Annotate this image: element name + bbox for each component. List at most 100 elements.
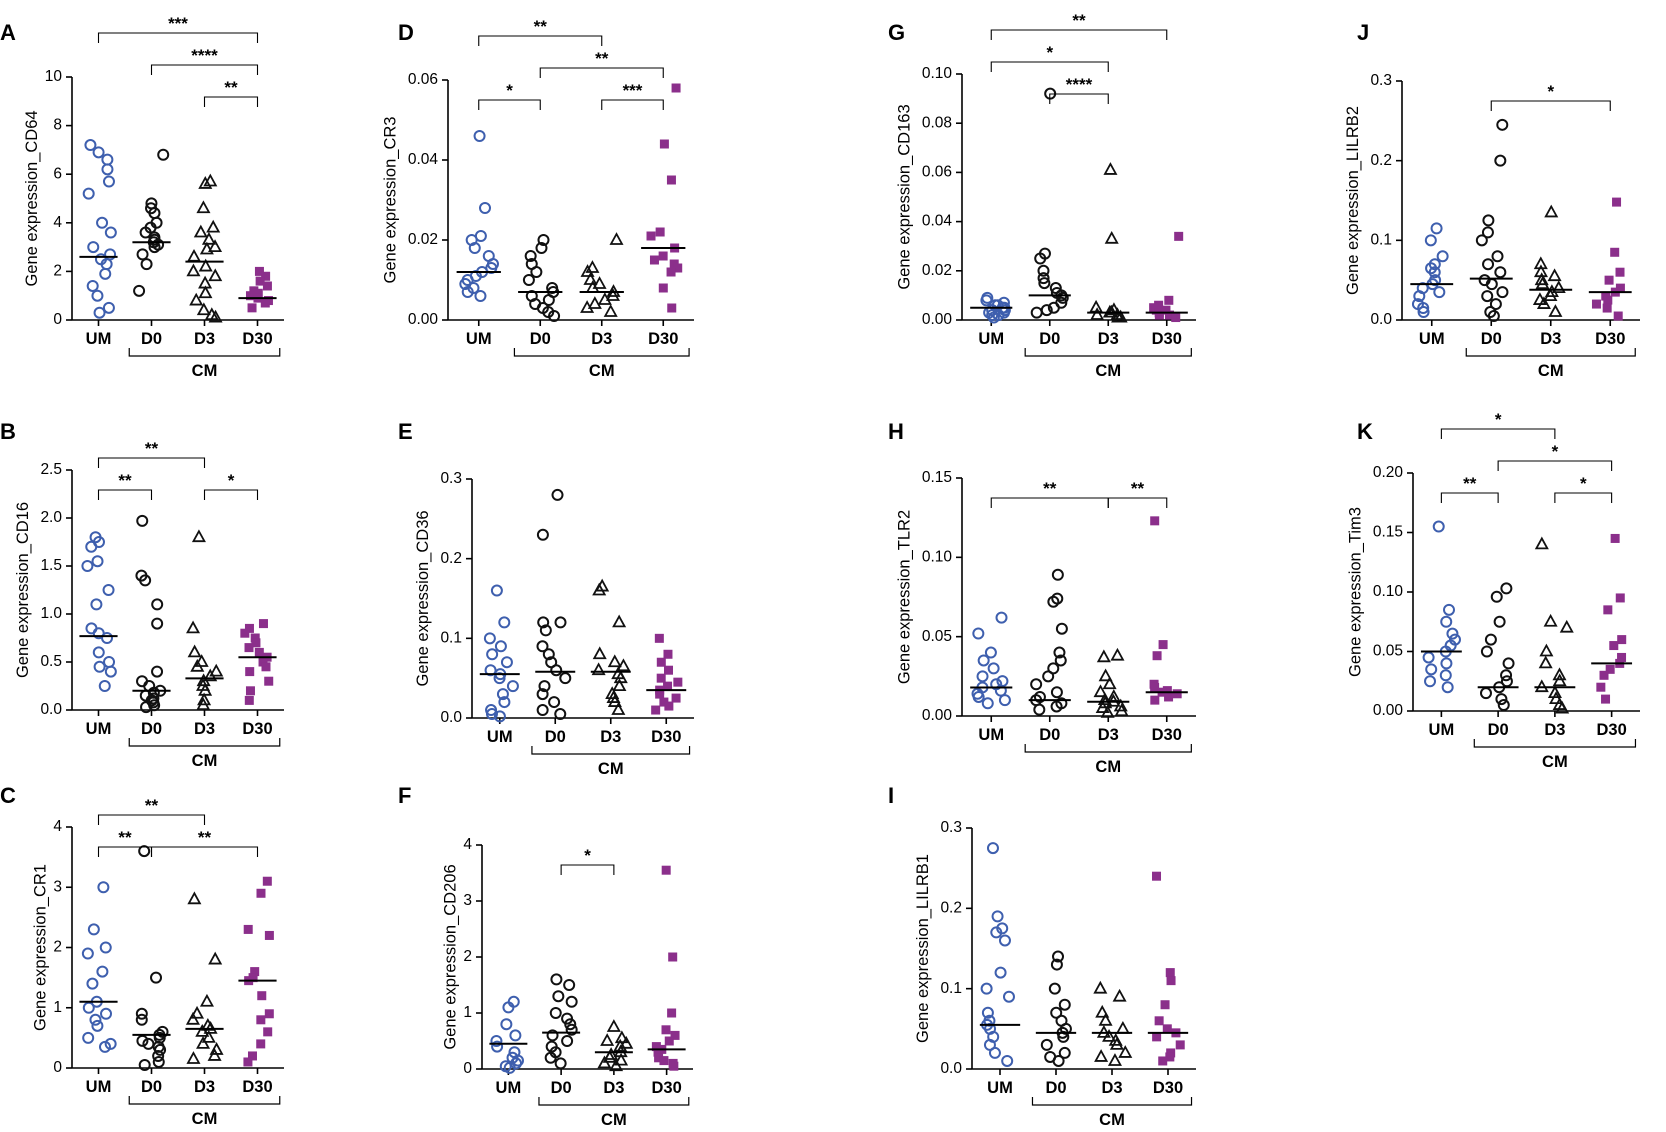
point-um [986, 309, 999, 322]
point-um [1001, 1054, 1014, 1067]
panel-h-y-tick-label: 0.10 [922, 548, 953, 565]
point-d3 [190, 1005, 205, 1019]
panel-a-letter: A [0, 20, 16, 45]
point-um [987, 311, 1000, 324]
panel-A: A 0 2 4 6 8 10 Gene expression_CD64 UM D0 D3 D30 CM *… [0, 14, 284, 380]
panel-i-x-tick-label-d3: D3 [1101, 1079, 1122, 1097]
point-um [103, 656, 116, 668]
panel-a-group-label: CM [192, 362, 218, 380]
point-d3 [1102, 676, 1117, 690]
point-um [1440, 657, 1453, 670]
point-d3 [602, 1049, 617, 1063]
panel-g-letter: G [888, 20, 905, 45]
panel-g-y-tick-label: 0.04 [922, 213, 953, 230]
point-um [93, 306, 106, 319]
point-d30 [1162, 1024, 1172, 1034]
point-d3 [1115, 1020, 1130, 1034]
point-d30 [667, 1008, 677, 1018]
point-d30 [658, 251, 668, 261]
point-d0 [135, 1007, 148, 1020]
panel-f-x-tick-label-d30: D30 [651, 1079, 681, 1097]
panel-f-significance-bracket [560, 864, 615, 875]
point-d0 [1042, 670, 1055, 683]
point-d3 [611, 702, 626, 715]
panel-j-y-axis-label: Gene expression_LILRB2 [1344, 106, 1362, 295]
point-um [1436, 250, 1449, 263]
point-um [491, 1040, 504, 1053]
panel-b-x-tick-label-d30: D30 [242, 720, 272, 738]
point-d30 [666, 267, 676, 277]
point-um [990, 926, 1003, 939]
panel-g-x-tick-label-um: UM [978, 330, 1004, 348]
point-d3 [186, 248, 202, 262]
point-d0 [1482, 214, 1495, 227]
panel-d-x-tick-label-d3: D3 [591, 330, 612, 348]
panel-b-y-axis-label: Gene expression_CD16 [14, 502, 32, 678]
panel-k-y-axis-label: Gene expression_Tim3 [1347, 507, 1365, 677]
point-d30 [1612, 197, 1622, 207]
point-d30 [666, 175, 676, 185]
point-um [91, 555, 104, 568]
point-d30 [1615, 267, 1625, 277]
panel-b-letter: B [0, 419, 16, 444]
point-d0 [138, 1058, 151, 1071]
point-um [97, 881, 110, 894]
point-d30 [663, 649, 673, 659]
panel-h-y-axis-label: Gene expression_TLR2 [896, 510, 914, 684]
point-d0 [139, 226, 152, 239]
panel-k-y-tick-label: 0.10 [1373, 583, 1404, 600]
point-d0 [554, 1057, 567, 1070]
point-d30 [261, 271, 271, 281]
point-um [483, 632, 496, 645]
panel-j-significance-bracket [1490, 100, 1611, 111]
point-d3 [1543, 288, 1558, 302]
point-d3 [1098, 668, 1113, 682]
point-d30 [260, 298, 270, 308]
point-d0 [1496, 286, 1509, 299]
point-d3 [1555, 700, 1570, 714]
point-d0 [1037, 272, 1050, 285]
point-um [1439, 669, 1452, 682]
point-d3 [193, 224, 208, 238]
panel-g-x-tick-label-d3: D3 [1098, 330, 1119, 348]
point-d3 [1098, 1012, 1113, 1026]
panel-h-x-tick-label-d0: D0 [1039, 726, 1060, 744]
point-um [995, 611, 1008, 624]
point-d0 [561, 1035, 574, 1047]
point-d30 [1617, 652, 1627, 662]
panel-j-y-tick-label: 0.2 [1370, 152, 1392, 169]
point-d0 [1054, 654, 1067, 667]
panel-k-significance-bracket [1497, 460, 1613, 471]
point-d0 [1496, 118, 1509, 131]
panel-g-x-tick-label-d30: D30 [1152, 330, 1182, 348]
panel-e-y-axis-label: Gene expression_CD36 [414, 510, 432, 686]
point-um [84, 139, 97, 152]
panel-f-y-tick-label: 1 [463, 1004, 472, 1021]
panel-e-x-tick-label-d30: D30 [651, 728, 681, 746]
panel-a-group-bracket [128, 348, 281, 357]
panel-G: G 0.00 0.02 0.04 0.06 0.08 0.10 Gene expression… [888, 11, 1196, 380]
point-d3 [1552, 667, 1567, 681]
point-um [87, 241, 100, 254]
point-d0 [1047, 301, 1060, 314]
panel-g-group-label: CM [1095, 362, 1121, 380]
point-d30 [262, 281, 272, 291]
panel-d-x-tick-label-d0: D0 [530, 330, 551, 348]
point-d30 [1617, 635, 1627, 645]
point-d30 [1615, 593, 1625, 603]
panel-h-significance-label: ** [1131, 479, 1145, 498]
point-d3 [609, 1058, 624, 1072]
panel-d-group-label: CM [589, 362, 615, 380]
point-d0 [537, 234, 550, 246]
point-d30 [661, 1025, 671, 1035]
point-d3 [195, 1023, 210, 1037]
point-d30 [1605, 664, 1615, 674]
point-d30 [673, 677, 683, 687]
point-d3 [1095, 1004, 1110, 1018]
panel-b-y-tick-label: 2.0 [40, 509, 62, 526]
point-d3 [607, 694, 622, 707]
panel-c-y-tick-label: 1 [53, 999, 62, 1016]
panel-k-significance-label: ** [1463, 474, 1477, 493]
point-d0 [535, 242, 548, 254]
point-um [98, 680, 111, 692]
